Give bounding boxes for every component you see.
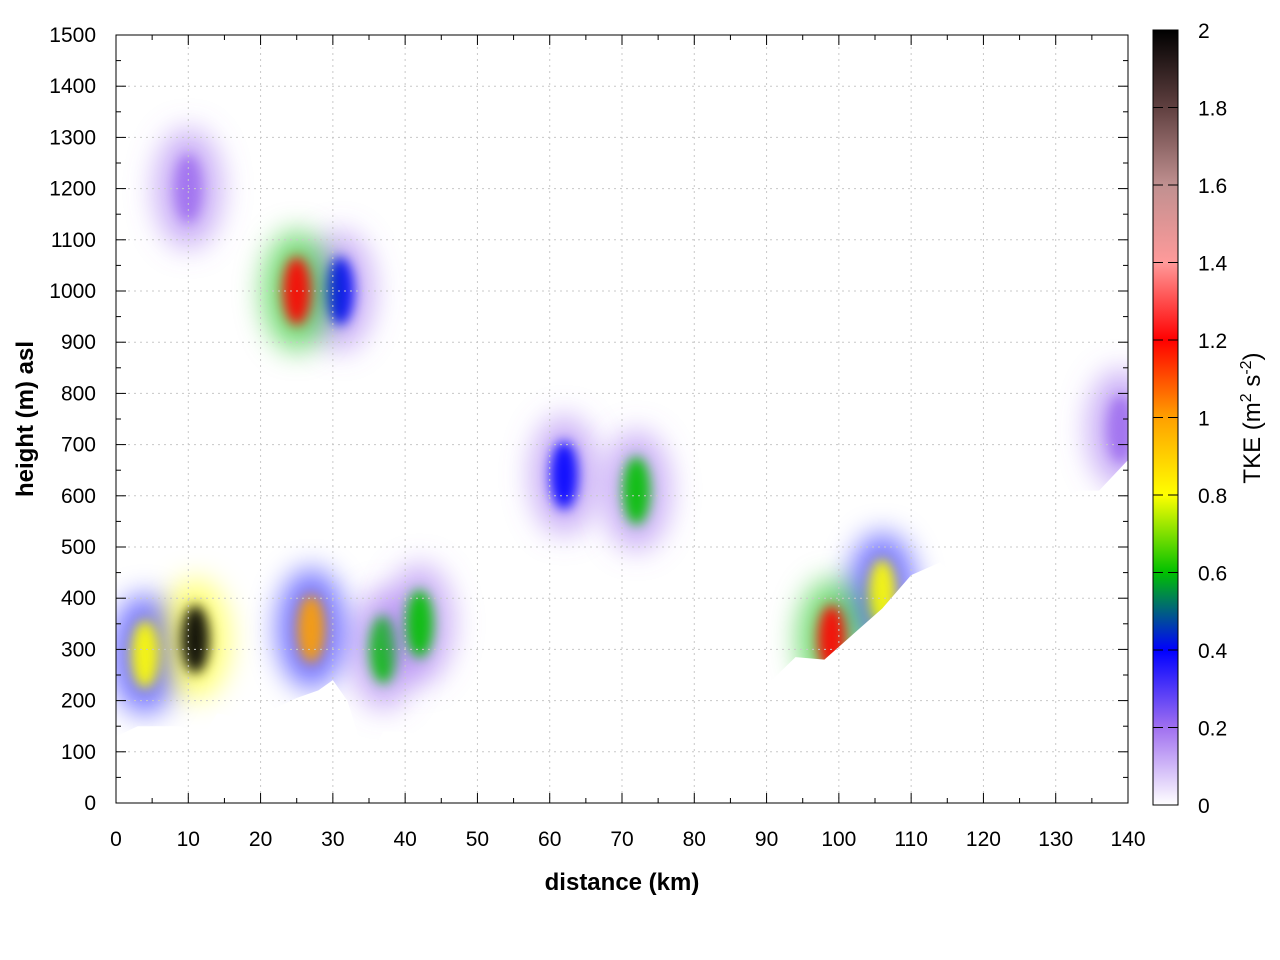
cb-tick-label-1.2: 1.2 (1198, 330, 1227, 353)
x-tick-label-20: 20 (249, 828, 272, 851)
x-tick-label-80: 80 (683, 828, 706, 851)
colorbar-title: TKE (m2 s-2) (1238, 352, 1266, 483)
tke-heatmap (116, 128, 1128, 803)
tke-core-6 (405, 589, 434, 658)
x-tick-label-0: 0 (110, 828, 122, 851)
tke-core-2 (326, 257, 355, 325)
y-tick-label-500: 500 (61, 536, 96, 559)
tke-core-9 (297, 594, 326, 663)
tke-core-1 (1106, 395, 1128, 464)
colorbar-title-end: ) (1239, 352, 1266, 360)
cb-tick-label-1: 1 (1198, 408, 1210, 431)
x-tick-label-30: 30 (321, 828, 344, 851)
cb-tick-label-0.2: 0.2 (1198, 718, 1227, 741)
colorbar-title-sup2: -2 (1238, 360, 1255, 374)
y-tick-label-1300: 1300 (49, 126, 96, 149)
y-tick-label-700: 700 (61, 434, 96, 457)
y-axis: 0 100 200 300 400 500 600 700 800 900 1000 1100 1200… (49, 24, 1128, 815)
y-tick-label-1200: 1200 (49, 178, 96, 201)
cb-tick-label-0.4: 0.4 (1198, 640, 1228, 663)
x-tick-label-10: 10 (177, 828, 200, 851)
x-tick-label-100: 100 (821, 828, 856, 851)
grid-lines (116, 35, 1128, 803)
y-tick-label-600: 600 (61, 485, 96, 508)
x-tick-label-60: 60 (538, 828, 561, 851)
colorbar-axis: 0 0.2 0.4 0.6 0.8 1 1.2 1.4 1.6 1.8 2 (1153, 20, 1228, 818)
tke-core-7 (130, 620, 159, 689)
y-axis-title: height (m) asl (12, 341, 39, 497)
y-tick-label-1400: 1400 (49, 75, 96, 98)
tke-core-4 (622, 456, 651, 525)
cb-tick-label-0.8: 0.8 (1198, 485, 1227, 508)
x-tick-label-140: 140 (1110, 828, 1145, 851)
cb-tick-label-1.6: 1.6 (1198, 175, 1227, 198)
y-tick-label-1000: 1000 (49, 280, 96, 303)
x-tick-label-50: 50 (466, 828, 489, 851)
cb-tick-label-0: 0 (1198, 795, 1210, 818)
cb-tick-label-0.6: 0.6 (1198, 563, 1227, 586)
cb-tick-label-1.4: 1.4 (1198, 253, 1228, 276)
x-axis: 0 10 20 30 40 50 60 70 80 90 100 110 120 130 140 (110, 35, 1146, 851)
x-tick-label-130: 130 (1038, 828, 1073, 851)
y-tick-label-0: 0 (84, 792, 96, 815)
x-tick-label-40: 40 (393, 828, 416, 851)
colorbar-title-base: TKE (m (1239, 402, 1266, 483)
colorbar-title-sup1: 2 (1238, 393, 1255, 402)
tke-core-12 (181, 605, 210, 674)
y-tick-label-100: 100 (61, 741, 96, 764)
y-tick-label-900: 900 (61, 331, 96, 354)
x-tick-label-120: 120 (966, 828, 1001, 851)
tke-core-3 (550, 441, 579, 510)
y-tick-label-400: 400 (61, 587, 96, 610)
y-tick-label-300: 300 (61, 638, 96, 661)
y-tick-label-1100: 1100 (51, 229, 96, 252)
cb-tick-label-1.8: 1.8 (1198, 98, 1227, 121)
x-axis-title: distance (km) (545, 869, 700, 896)
x-tick-label-90: 90 (755, 828, 778, 851)
x-tick-label-70: 70 (610, 828, 633, 851)
y-tick-label-1500: 1500 (49, 24, 96, 47)
terrain-mask (116, 459, 1128, 803)
colorbar-title-mid: s (1239, 375, 1266, 394)
cb-tick-label-2: 2 (1198, 20, 1210, 43)
y-tick-label-800: 800 (61, 382, 96, 405)
y-tick-label-200: 200 (61, 690, 96, 713)
x-tick-label-110: 110 (894, 828, 927, 851)
